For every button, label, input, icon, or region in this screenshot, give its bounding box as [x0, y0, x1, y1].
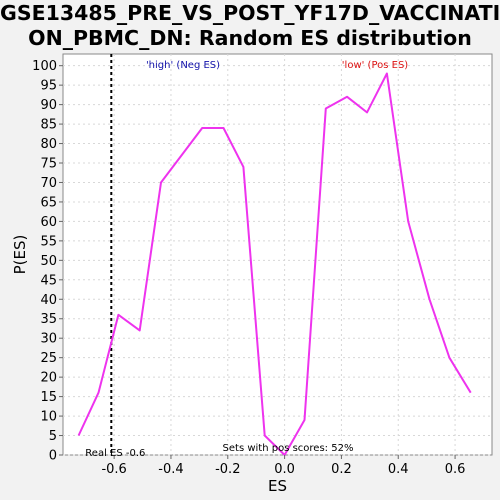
chart-title-line-1: GSE13485_PRE_VS_POST_YF17D_VACCINATI: [0, 1, 500, 25]
y-tick-label: 20: [40, 371, 57, 386]
x-tick-label: -0.2: [215, 462, 240, 477]
y-tick-label: 85: [40, 118, 57, 133]
y-tick-label: 90: [40, 98, 57, 113]
y-tick-label: 15: [40, 390, 57, 405]
y-tick-label: 55: [40, 234, 57, 249]
annotation-high-neg-es: 'high' (Neg ES): [146, 60, 220, 71]
plot-area: [62, 53, 493, 456]
y-tick-label: 25: [40, 351, 57, 366]
y-tick-label: 10: [40, 410, 57, 425]
y-axis-label: P(ES): [11, 235, 29, 275]
y-tick-label: 60: [40, 215, 57, 230]
y-tick-label: 100: [32, 59, 57, 74]
y-tick-label: 0: [49, 449, 57, 464]
y-tick-label: 30: [40, 332, 57, 347]
reference-line-label: Real ES -0.6: [85, 448, 145, 459]
x-tick-label: 0.4: [388, 462, 409, 477]
grid-lines: [63, 54, 492, 456]
y-tick-label: 70: [40, 176, 57, 191]
x-tick-label: 0.0: [274, 462, 295, 477]
y-tick-label: 40: [40, 293, 57, 308]
y-tick-label: 75: [40, 157, 57, 172]
annotation-sets-pos-scores: Sets with pos scores: 52%: [223, 443, 354, 454]
x-axis-label: ES: [268, 477, 287, 495]
x-tick-label: 0.2: [331, 462, 352, 477]
y-tick-label: 45: [40, 273, 57, 288]
y-tick-label: 50: [40, 254, 57, 269]
x-tick-label: -0.4: [158, 462, 183, 477]
annotations: 'high' (Neg ES) 'low' (Pos ES) Sets with…: [85, 60, 408, 459]
annotation-low-pos-es: 'low' (Pos ES): [342, 60, 409, 71]
axes: 0 5 10 15 20 25 30 35 40 45 50 55 60 65 70 75 80 85 90 95 10…: [32, 59, 465, 477]
y-tick-label: 65: [40, 195, 57, 210]
x-tick-label: -0.6: [101, 462, 126, 477]
chart-title-line-2: ON_PBMC_DN: Random ES distribution: [28, 26, 472, 50]
y-tick-label: 35: [40, 312, 57, 327]
y-tick-label: 95: [40, 79, 57, 94]
y-tick-label: 80: [40, 137, 57, 152]
chart-title: GSE13485_PRE_VS_POST_YF17D_VACCINATI ON_P…: [0, 0, 500, 51]
x-tick-label: 0.6: [445, 462, 466, 477]
y-tick-label: 5: [49, 429, 57, 444]
